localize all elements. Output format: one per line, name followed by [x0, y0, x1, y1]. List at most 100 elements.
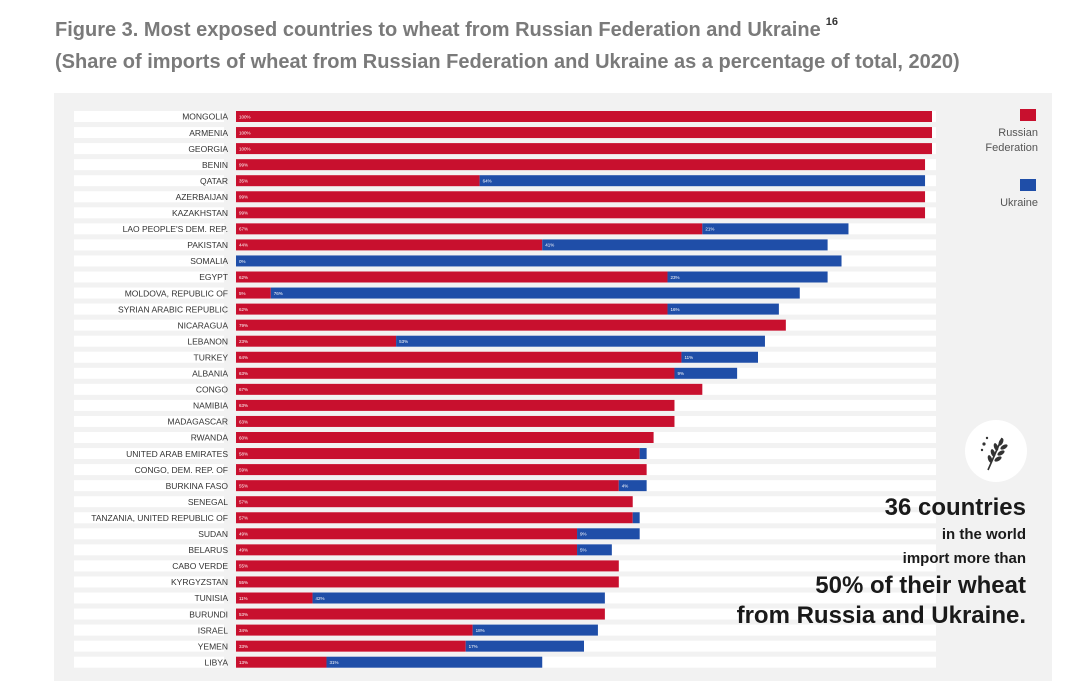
data-label-russia: 13% [239, 660, 248, 665]
bar-ukraine [472, 624, 598, 636]
bar-russia [236, 608, 605, 620]
bar-ukraine [326, 656, 543, 668]
category-label-track [74, 576, 224, 588]
bar-russia [236, 432, 654, 443]
category-label: CONGO, DEM. REP. OF [135, 465, 228, 475]
data-label-ukraine: 5% [580, 548, 587, 553]
data-label-russia: 67% [239, 227, 248, 232]
bar-russia [236, 191, 926, 203]
category-label: NAMIBIA [193, 401, 228, 411]
bar-russia [236, 512, 633, 524]
bar-russia [236, 207, 926, 219]
category-label: EGYPT [199, 272, 228, 282]
bar-ukraine [667, 271, 828, 283]
category-label: SUDAN [198, 529, 228, 539]
bar-ukraine [674, 367, 738, 379]
callout-line-5: from Russia and Ukraine. [736, 602, 1026, 629]
bar-russia [236, 335, 397, 347]
data-label-russia: 100% [239, 146, 251, 151]
bar-ukraine [702, 223, 849, 235]
data-label-russia: 35% [239, 179, 248, 184]
bar-russia [236, 143, 932, 155]
footnote-marker: 16 [825, 16, 838, 28]
data-label-russia: 62% [239, 307, 248, 312]
bar-russia [236, 271, 668, 283]
category-label: CABO VERDE [172, 561, 228, 571]
data-label-russia: 0% [239, 259, 246, 264]
data-label-russia: 58% [239, 451, 248, 456]
category-label-track [74, 624, 224, 636]
bar-ukraine [577, 528, 640, 540]
bar-ukraine [577, 544, 612, 556]
data-label-ukraine: 53% [399, 339, 408, 344]
data-label-russia: 23% [239, 339, 248, 344]
bar-russia [236, 464, 647, 476]
bar-russia [236, 159, 926, 171]
bar-ukraine [618, 480, 647, 492]
data-label-russia: 63% [239, 371, 248, 376]
category-label-track [74, 287, 224, 299]
bar-ukraine [396, 335, 765, 347]
category-label-track [74, 415, 224, 427]
chart-panel: MONGOLIA 100% ARMENIA 100% GEORGIA 100% BENIN 9… [54, 93, 1052, 681]
bar-russia [236, 624, 473, 636]
bar-russia [236, 576, 619, 588]
data-label-russia: 5% [239, 291, 246, 296]
category-label-track [74, 111, 224, 122]
category-label: MOLDOVA, REPUBLIC OF [125, 288, 228, 298]
data-label-russia: 67% [239, 387, 248, 392]
category-label: RWANDA [191, 433, 229, 443]
wheat-icon [980, 436, 1008, 471]
data-label-ukraine: 4% [622, 483, 629, 488]
data-label-russia: 49% [239, 532, 248, 537]
category-label-track [74, 544, 224, 556]
category-label: PAKISTAN [187, 240, 228, 250]
bar-ukraine [479, 175, 926, 187]
data-label-russia: 33% [239, 644, 248, 649]
bar-ukraine [312, 592, 605, 604]
stacked-bar-chart: MONGOLIA 100% ARMENIA 100% GEORGIA 100% BENIN 9… [74, 111, 936, 668]
data-label-russia: 100% [239, 130, 251, 135]
category-label-track [74, 383, 224, 395]
bar-track [236, 656, 936, 668]
category-label: MONGOLIA [182, 112, 228, 122]
category-label-track [74, 271, 224, 283]
category-label: MADAGASCAR [168, 417, 228, 427]
bar-russia [236, 239, 543, 251]
legend-swatch-russia [1020, 109, 1036, 121]
data-label-russia: 55% [239, 483, 248, 488]
data-label-ukraine: 11% [684, 355, 693, 360]
category-label: LIBYA [205, 657, 229, 667]
data-label-ukraine: 16% [671, 307, 680, 312]
bar-ukraine [681, 351, 758, 363]
category-label: BURKINA FASO [166, 481, 229, 491]
bar-ukraine [236, 255, 842, 267]
category-label-track [74, 496, 224, 508]
category-label: TURKEY [194, 352, 229, 362]
data-label-russia: 44% [239, 243, 248, 248]
category-label: GEORGIA [188, 144, 228, 154]
data-label-russia: 49% [239, 548, 248, 553]
data-label-russia: 63% [239, 419, 248, 424]
category-label-track [74, 223, 224, 235]
category-label: LEBANON [187, 336, 228, 346]
figure-title: Figure 3. Most exposed countries to whea… [55, 19, 821, 41]
category-label-track [74, 191, 224, 203]
callout-line-4: 50% of their wheat [815, 572, 1026, 599]
category-label-track [74, 512, 224, 524]
bar-russia [236, 223, 703, 235]
data-label-ukraine: 64% [483, 179, 492, 184]
category-label: ALBANIA [192, 369, 228, 379]
category-label-track [74, 255, 224, 267]
bar-russia [236, 287, 271, 299]
figure-caption: Figure 3. Most exposed countries to whea… [55, 6, 1065, 78]
category-label: LAO PEOPLE'S DEM. REP. [123, 224, 228, 234]
bar-russia [236, 399, 675, 411]
category-label-track [74, 143, 224, 155]
category-label: BENIN [202, 160, 228, 170]
bar-russia [236, 640, 466, 652]
bar-ukraine [270, 287, 800, 299]
category-label: YEMEN [198, 641, 228, 651]
bar-russia [236, 544, 578, 556]
bar-russia [236, 480, 619, 492]
